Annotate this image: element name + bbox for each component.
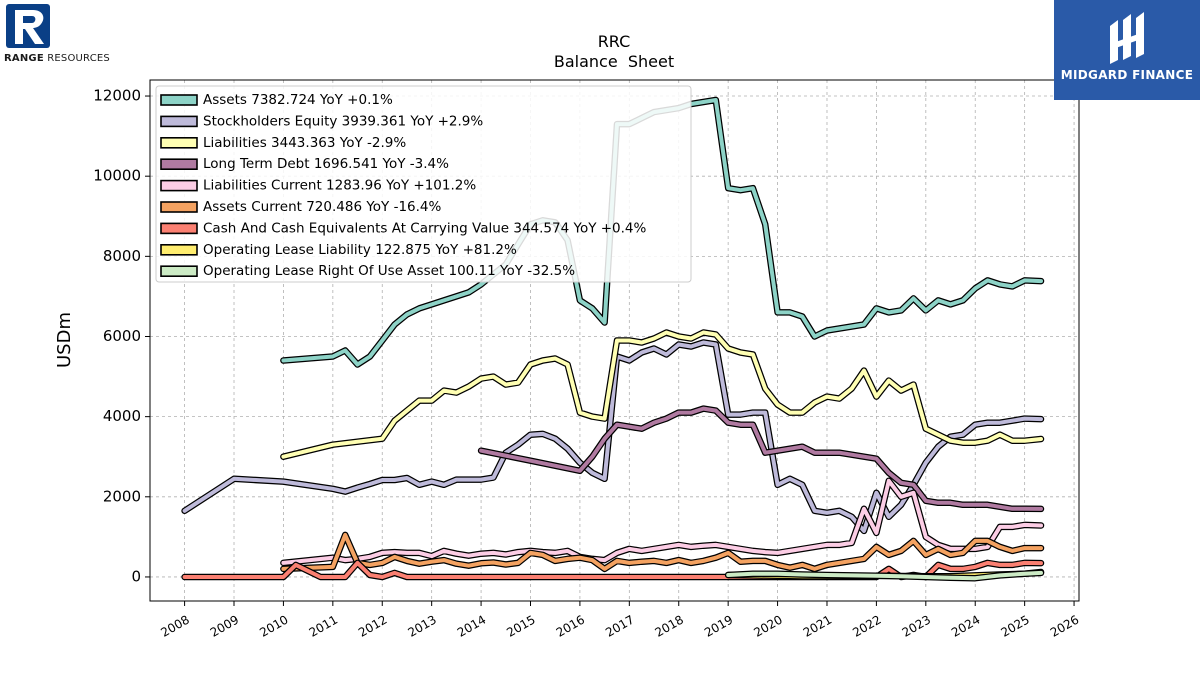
series-line (479, 406, 1043, 511)
x-tick-label: 2016 (554, 613, 587, 640)
legend: Assets 7382.724 YoY +0.1% Stockholders Eq… (155, 85, 692, 283)
x-tick-label: 2024 (949, 613, 982, 640)
x-tick-label: 2011 (307, 613, 340, 640)
y-tick-label: 2000 (103, 487, 141, 505)
legend-entry: Operating Lease Right Of Use Asset 100.1… (203, 263, 575, 279)
x-tick-label: 2015 (504, 613, 537, 640)
midgard-finance-logo: MIDGARD FINANCE (1054, 0, 1200, 100)
y-tick-label: 6000 (103, 327, 141, 345)
legend-swatch (160, 115, 198, 128)
y-tick-label: 8000 (103, 247, 141, 265)
legend-entry: Liabilities 3443.363 YoY -2.9% (203, 135, 406, 151)
legend-swatch (160, 244, 198, 256)
y-tick-label: 4000 (103, 407, 141, 425)
x-tick-label: 2019 (702, 613, 735, 640)
legend-swatch (160, 137, 198, 149)
range-resources-wordmark: RANGE RESOURCES (4, 53, 110, 64)
legend-entry: Liabilities Current 1283.96 YoY +101.2% (203, 178, 476, 194)
legend-entry: Cash And Cash Equivalents At Carrying Va… (203, 220, 647, 236)
x-tick-label: 2022 (850, 613, 883, 640)
legend-swatch (160, 222, 198, 235)
x-tick-label: 2026 (1048, 613, 1081, 640)
legend-entry: Assets Current 720.486 YoY -16.4% (203, 199, 442, 215)
chart-subtitle: Balance Sheet (554, 52, 674, 71)
range-r-logo-icon (6, 4, 50, 48)
x-tick-label: 2009 (208, 613, 241, 640)
x-tick-label: 2025 (998, 613, 1031, 640)
legend-entry: Operating Lease Liability 122.875 YoY +8… (203, 242, 517, 258)
x-tick-label: 2014 (455, 613, 488, 640)
x-tick-label: 2018 (653, 613, 686, 640)
series-outline (477, 405, 1045, 513)
x-tick-label: 2008 (158, 613, 191, 640)
range-resources-logo: RANGE RESOURCES (4, 4, 124, 66)
series-lines (181, 96, 1045, 582)
legend-box (155, 85, 692, 283)
legend-entry: Stockholders Equity 3939.361 YoY +2.9% (203, 113, 483, 129)
x-tick-label: 2020 (751, 613, 784, 640)
x-tick-label: 2012 (356, 613, 389, 640)
y-axis-label: USDm (54, 312, 75, 368)
y-tick-label: 0 (131, 567, 141, 585)
legend-swatch (160, 158, 198, 170)
chart-title: RRC (598, 32, 631, 51)
x-tick-label: 2021 (801, 613, 834, 640)
midgard-finance-wordmark: MIDGARD FINANCE (1060, 68, 1194, 82)
legend-entry: Long Term Debt 1696.541 YoY -3.4% (203, 156, 449, 172)
legend-swatch (160, 265, 198, 278)
y-tick-label: 10000 (93, 167, 141, 185)
x-tick-label: 2013 (405, 613, 438, 640)
x-tick-label: 2010 (257, 613, 290, 640)
x-tick-label: 2017 (603, 613, 636, 640)
x-tick-label: 2023 (900, 613, 933, 640)
legend-swatch (160, 179, 198, 192)
legend-entry: Assets 7382.724 YoY +0.1% (203, 92, 393, 108)
series-line (726, 570, 1043, 581)
series-line (281, 532, 1043, 571)
legend-swatch (160, 94, 198, 106)
series-line (281, 330, 1043, 459)
plot-frame (149, 79, 1080, 602)
y-tick-label: 12000 (93, 87, 141, 105)
series-line (281, 478, 1043, 565)
legend-swatch (160, 201, 198, 213)
midgard-logo-icon (1110, 12, 1144, 64)
